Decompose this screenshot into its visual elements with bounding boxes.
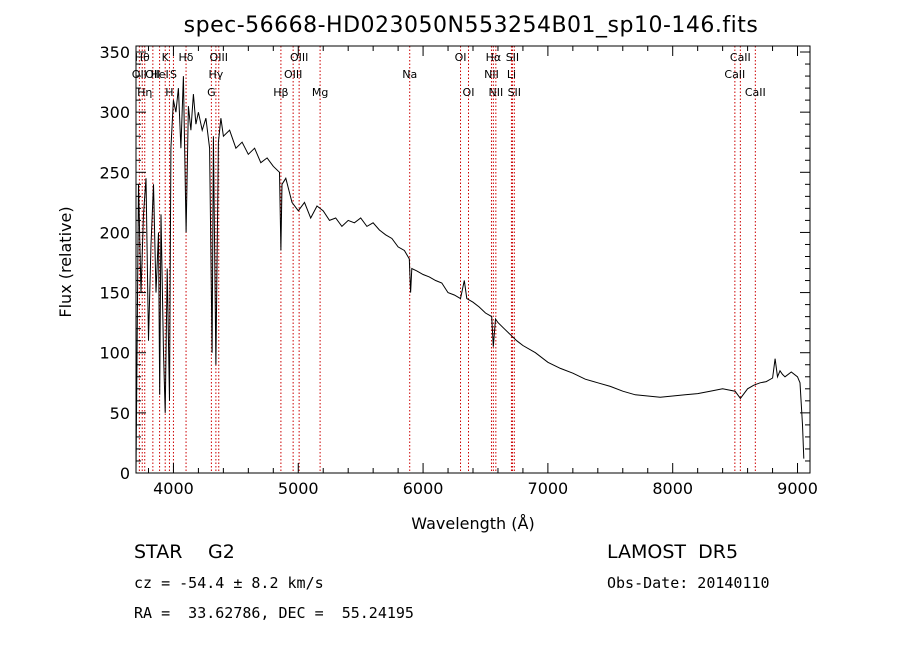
spectral-line-label: Hη [137,86,152,99]
y-tick-label: 350 [99,43,130,62]
y-tick-label: 200 [99,223,130,242]
x-tick-label: 6000 [403,479,444,498]
spectral-line-label: Hθ [135,51,150,64]
spectral-line-label: Hγ [208,68,223,81]
y-tick-label: 300 [99,103,130,122]
survey-name: LAMOST DR5 [607,541,739,563]
spectral-line-label: Hα [486,51,502,64]
spectral-line-markers [138,46,756,473]
y-tick-label: 50 [110,404,130,423]
y-axis-label: Flux (relative) [56,206,75,317]
spectral-line-label: SII [506,51,519,64]
spectral-line-label: OIII [210,51,228,64]
spectral-line-label: CaII [745,86,766,99]
x-tick-label: 8000 [652,479,693,498]
spectral-line-label: OI [455,51,467,64]
object-type: STAR [134,541,183,563]
spectral-line-label: OIII [290,51,308,64]
axis-ticks: 4000 5000 6000 7000 8000 9000 0 50 100 150 200 250 3… [99,43,817,498]
spectral-line-label: CaII [730,51,751,64]
x-tick-label: 7000 [528,479,569,498]
spectral-line-label: NII [484,68,499,81]
x-axis-label: Wavelength (Å) [411,514,534,533]
spectral-line-label: NII [488,86,503,99]
spectral-line-label: OIII [284,68,302,81]
coordinates: RA = 33.62786, DEC = 55.24195 [134,604,414,622]
spectral-line-labels: OIIHθHηOIIHeIKHSHδGHγOIIIHβOIIIOIIIMgNaO… [132,51,766,99]
spectral-line-label: SII [508,86,521,99]
spectral-line-label: Hδ [179,51,194,64]
redshift-cz: cz = -54.4 ± 8.2 km/s [134,574,324,592]
x-tick-label: 5000 [278,479,319,498]
y-tick-label: 100 [99,344,130,363]
spectral-line-label: Hβ [273,86,288,99]
spectral-line-label: S [170,68,177,81]
spectral-line-label: CaII [724,68,745,81]
spectral-line-label: OI [463,86,475,99]
spectral-line-label: HeI [150,68,168,81]
x-tick-label: 9000 [777,479,818,498]
spectral-line-label: Li [507,68,516,81]
y-tick-label: 150 [99,284,130,303]
spectral-line-label: Na [402,68,417,81]
x-tick-label: 4000 [153,479,194,498]
plot-frame [135,45,811,474]
spectrum-line [135,76,805,474]
observation-date: Obs-Date: 20140110 [607,574,770,592]
spectral-line-label: G [207,86,216,99]
spectral-line-label: K [162,51,170,64]
y-tick-label: 0 [120,464,130,483]
y-tick-label: 250 [99,163,130,182]
spectral-line-label: OII [145,68,160,81]
spectral-line-label: H [165,86,173,99]
spectral-class: G2 [208,541,235,563]
chart-title: spec-56668-HD023050N553254B01_sp10-146.f… [184,13,759,38]
spectral-line-label: Mg [312,86,328,99]
